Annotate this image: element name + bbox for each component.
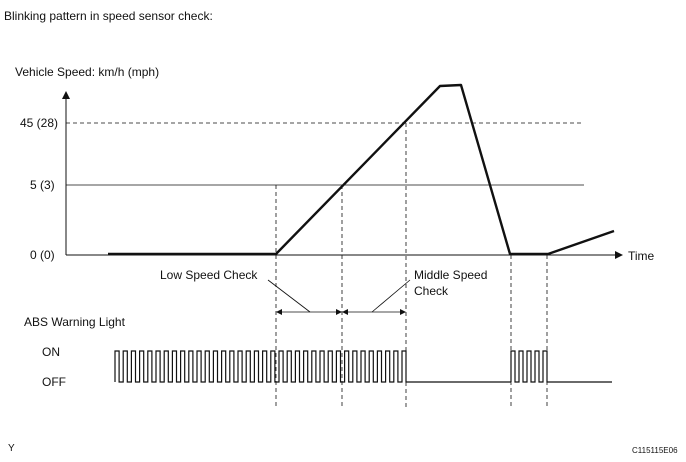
level-label-45: 45 (28) [20, 116, 59, 130]
footer-left-mark: Y [8, 443, 15, 454]
speed-axis-label: Vehicle Speed: km/h (mph) [15, 65, 160, 79]
speed-profile-line [108, 83, 615, 256]
abs-on-label: ON [42, 345, 60, 359]
level-label-0: 0 (0) [30, 248, 55, 262]
abs-warning-light-label: ABS Warning Light [24, 315, 125, 329]
abs-blink-waveform [114, 350, 612, 383]
middle-speed-check-label-line1: Middle Speed [414, 268, 488, 282]
middle-speed-check-leader [371, 279, 411, 313]
low-speed-check-label: Low Speed Check [160, 268, 258, 282]
abs-off-label: OFF [42, 375, 66, 389]
middle-speed-check-label-line2: Check [414, 284, 449, 298]
level-label-5: 5 (3) [30, 178, 55, 192]
time-axis-label: Time [628, 249, 655, 263]
diagram-title: Blinking pattern in speed sensor check: [4, 9, 213, 23]
figure-code: C115115E06 [632, 446, 678, 455]
low-speed-check-leader [267, 279, 311, 313]
